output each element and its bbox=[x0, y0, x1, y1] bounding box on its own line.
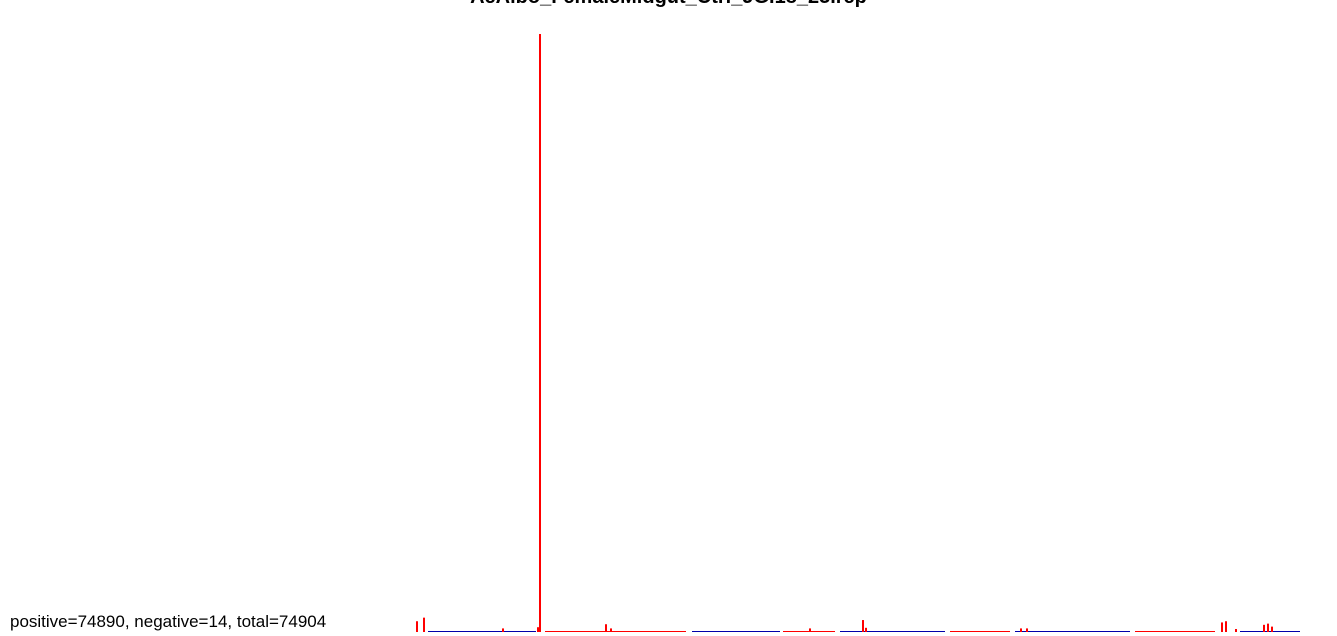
bar bbox=[416, 621, 418, 632]
chart-title: AeAlbo_FemaleMidgut_Ctrl_JG.18_23.rep bbox=[0, 0, 1337, 9]
bar bbox=[1235, 629, 1237, 632]
bar bbox=[809, 628, 811, 632]
bar bbox=[1263, 624, 1265, 632]
bar bbox=[1267, 623, 1269, 632]
bar bbox=[537, 627, 539, 632]
bar bbox=[862, 620, 864, 632]
bar bbox=[1221, 622, 1223, 632]
bars-layer bbox=[416, 34, 1273, 632]
bar bbox=[865, 627, 867, 632]
stats-label: positive=74890, negative=14, total=74904 bbox=[10, 612, 327, 631]
bar bbox=[1026, 628, 1028, 632]
bar bbox=[1225, 621, 1227, 632]
bar bbox=[423, 617, 425, 632]
bar bbox=[539, 34, 541, 632]
bar bbox=[502, 628, 504, 632]
bar bbox=[1271, 626, 1273, 632]
bar bbox=[1020, 628, 1022, 632]
bar bbox=[605, 624, 607, 632]
bar bbox=[610, 628, 612, 632]
